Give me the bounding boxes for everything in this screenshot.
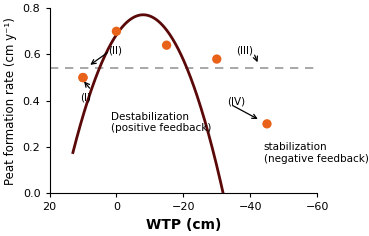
- Point: [80, 76, 86, 80]
- Text: (I): (I): [80, 93, 91, 103]
- Text: (II): (II): [108, 46, 122, 56]
- Text: stabilization
(negative feedback): stabilization (negative feedback): [263, 142, 369, 164]
- Text: Destabilization
(positive feedback): Destabilization (positive feedback): [111, 112, 212, 134]
- Point: [113, 30, 119, 33]
- X-axis label: WTP (cm): WTP (cm): [146, 218, 221, 232]
- Point: [214, 57, 220, 61]
- Point: [80, 76, 86, 80]
- Text: (IV): (IV): [227, 97, 245, 106]
- Text: (III): (III): [237, 46, 254, 56]
- Point: [163, 43, 169, 47]
- Y-axis label: Peat formation rate (cm y⁻¹): Peat formation rate (cm y⁻¹): [4, 17, 17, 185]
- Point: [264, 122, 270, 126]
